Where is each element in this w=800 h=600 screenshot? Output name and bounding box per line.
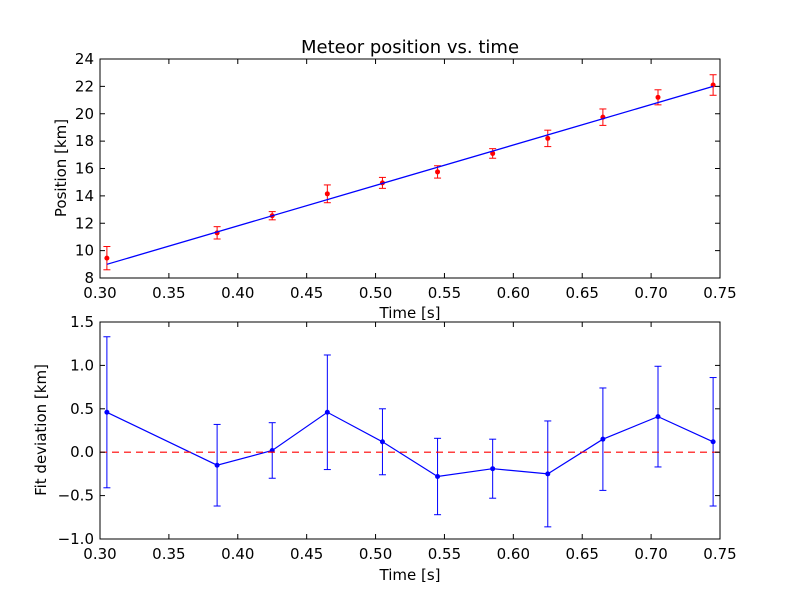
x-tick-label: 0.45: [290, 284, 323, 302]
x-tick-label: 0.75: [703, 284, 736, 302]
x-tick-label: 0.60: [497, 545, 530, 563]
y-axis-label: Fit deviation [km]: [32, 364, 50, 496]
y-tick-label: 20: [75, 105, 94, 123]
x-axis-label: Time [s]: [379, 304, 441, 322]
y-tick-label: 14: [75, 187, 94, 205]
x-tick-label: 0.70: [634, 284, 667, 302]
data-point: [104, 409, 110, 415]
position-plot-frame: [99, 58, 721, 279]
x-tick-label: 0.40: [221, 284, 254, 302]
data-point: [379, 439, 385, 445]
y-tick-label: −0.5: [58, 487, 94, 505]
x-tick-label: 0.40: [221, 545, 254, 563]
x-axis-label: Time [s]: [379, 566, 441, 584]
x-tick-label: 0.45: [290, 545, 323, 563]
data-point: [104, 255, 110, 261]
data-point: [490, 150, 496, 156]
y-tick-label: −1.0: [58, 530, 94, 548]
data-point: [324, 409, 330, 415]
y-tick-label: 22: [75, 77, 94, 95]
y-tick-label: 24: [75, 50, 94, 68]
data-point: [655, 414, 661, 420]
data-point: [710, 439, 716, 445]
deviation-plot: 0.30 0.35 0.40 0.45 0.50 0.55 0.60 0.65 0.70 0.75…: [32, 313, 737, 584]
x-tick-label: 0.75: [703, 545, 736, 563]
x-tick-label: 0.70: [634, 545, 667, 563]
x-tick-label: 0.50: [359, 284, 392, 302]
data-point: [435, 169, 441, 175]
data-point: [490, 466, 496, 472]
x-tick-label: 0.30: [83, 545, 116, 563]
x-tick-label: 0.65: [566, 284, 599, 302]
data-point: [435, 474, 441, 480]
data-point: [214, 462, 220, 468]
y-axis-label: Position [km]: [52, 119, 70, 217]
y-tick-label: 12: [75, 214, 94, 232]
y-tick-label: 0.0: [70, 443, 94, 461]
y-tick-label: 8: [84, 269, 94, 287]
x-tick-label: 0.65: [566, 545, 599, 563]
data-point: [545, 471, 551, 477]
deviation-plot-frame: [99, 321, 721, 540]
y-tick-label: 18: [75, 132, 94, 150]
y-tick-label: 0.5: [70, 400, 94, 418]
data-point: [545, 135, 551, 141]
data-point: [324, 191, 330, 197]
x-tick-label: 0.55: [428, 545, 461, 563]
y-tick-label: 1.0: [70, 356, 94, 374]
y-tick-label: 16: [75, 160, 94, 178]
x-tick-label: 0.35: [152, 545, 185, 563]
x-tick-label: 0.30: [83, 284, 116, 302]
position-plot: Meteor position vs. time 0.30 0.35 0.40 0.4…: [52, 37, 737, 322]
x-tick-label: 0.35: [152, 284, 185, 302]
x-tick-label: 0.50: [359, 545, 392, 563]
chart-title: Meteor position vs. time: [301, 37, 519, 58]
y-tick-label: 10: [75, 242, 94, 260]
y-tick-label: 1.5: [70, 313, 94, 331]
x-tick-label: 0.55: [428, 284, 461, 302]
fit-line: [106, 85, 714, 265]
x-tick-label: 0.60: [497, 284, 530, 302]
data-point: [600, 436, 606, 442]
data-point: [655, 94, 661, 100]
